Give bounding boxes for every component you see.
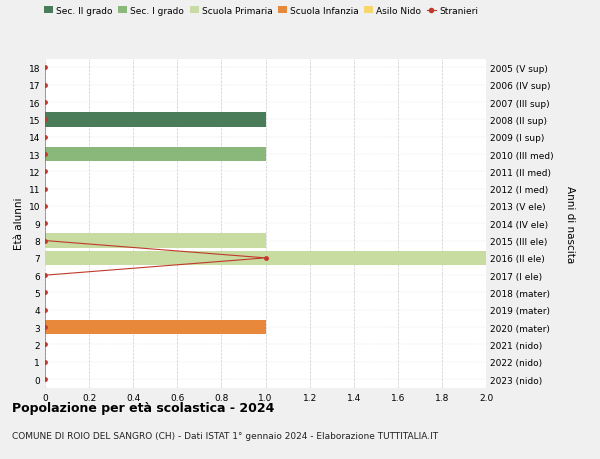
Y-axis label: Età alunni: Età alunni	[14, 197, 25, 250]
Y-axis label: Anni di nascita: Anni di nascita	[565, 185, 575, 262]
Bar	[45, 113, 266, 128]
Bar	[45, 234, 266, 248]
Text: COMUNE DI ROIO DEL SANGRO (CH) - Dati ISTAT 1° gennaio 2024 - Elaborazione TUTTI: COMUNE DI ROIO DEL SANGRO (CH) - Dati IS…	[12, 431, 438, 441]
Legend: Sec. II grado, Sec. I grado, Scuola Primaria, Scuola Infanzia, Asilo Nido, Stran: Sec. II grado, Sec. I grado, Scuola Prim…	[44, 7, 478, 16]
Bar	[45, 147, 266, 162]
Bar	[45, 320, 266, 335]
Bar	[45, 251, 486, 266]
Text: Popolazione per età scolastica - 2024: Popolazione per età scolastica - 2024	[12, 402, 274, 414]
